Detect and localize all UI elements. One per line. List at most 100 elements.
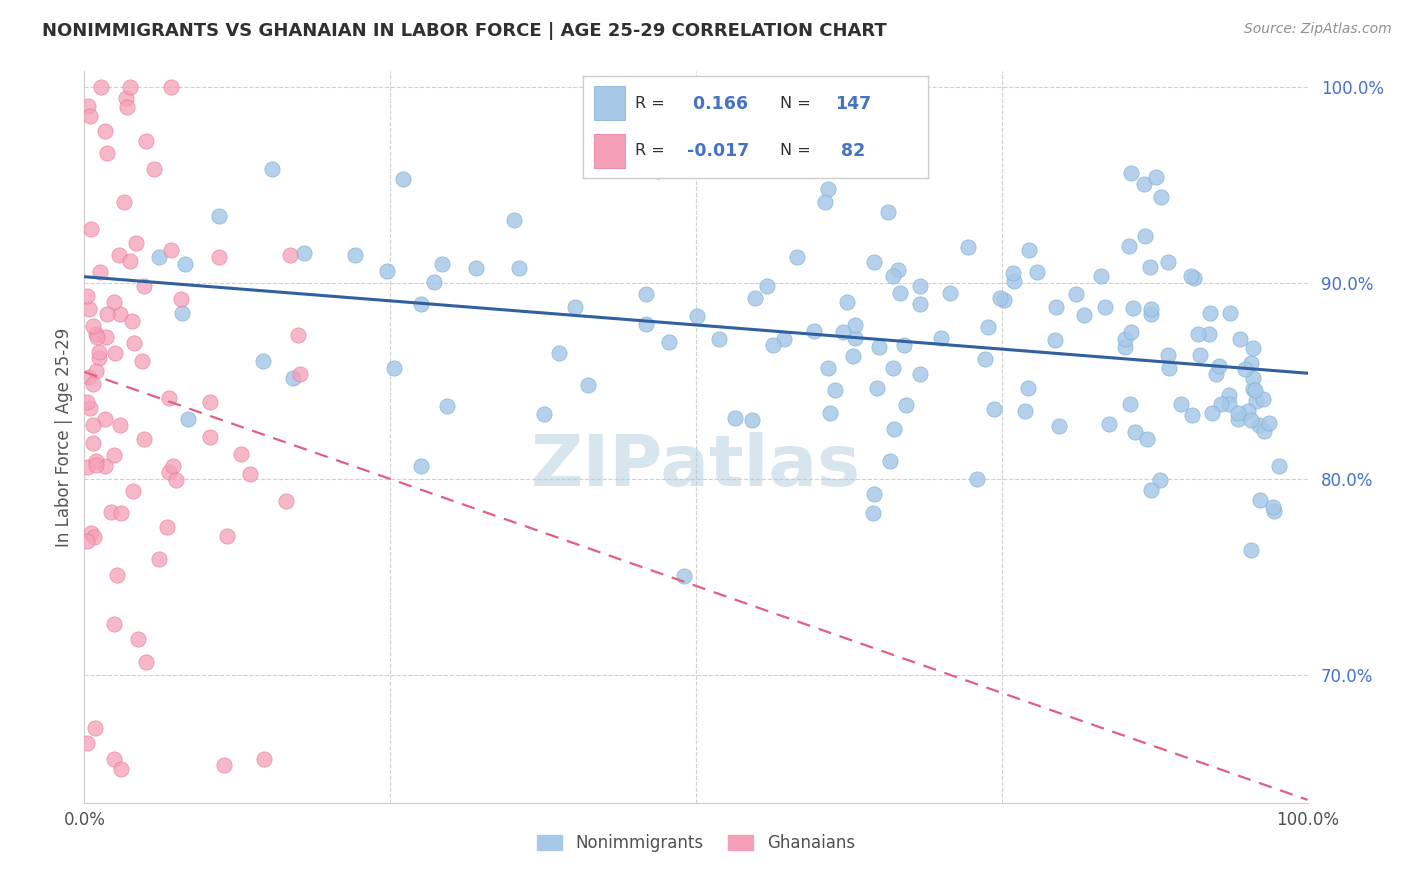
Point	[409, 459, 432, 474]
Point	[938, 286, 960, 301]
Point	[966, 472, 988, 486]
Point	[96, 146, 118, 161]
Point	[411, 296, 433, 310]
Point	[1209, 397, 1232, 411]
Text: 147: 147	[835, 95, 872, 112]
Point	[1047, 419, 1070, 434]
Point	[1227, 412, 1250, 426]
Point	[1157, 255, 1180, 269]
Point	[1018, 243, 1040, 257]
Point	[844, 318, 866, 333]
Point	[1257, 417, 1279, 431]
Point	[100, 505, 122, 519]
FancyBboxPatch shape	[593, 87, 624, 120]
Point	[430, 257, 453, 271]
Point	[132, 279, 155, 293]
Point	[131, 354, 153, 368]
Point	[112, 195, 135, 210]
Point	[762, 338, 785, 352]
Point	[868, 340, 890, 354]
Point	[724, 411, 747, 425]
Point	[882, 361, 904, 376]
Point	[929, 331, 952, 345]
Point	[908, 297, 931, 311]
Point	[103, 295, 125, 310]
Point	[862, 255, 884, 269]
Point	[908, 279, 931, 293]
Point	[82, 377, 104, 392]
Point	[1118, 239, 1140, 253]
Point	[159, 80, 181, 95]
Point	[287, 327, 309, 342]
Point	[835, 294, 858, 309]
Point	[576, 377, 599, 392]
Point	[707, 332, 730, 346]
Text: -0.017: -0.017	[688, 142, 749, 160]
Point	[1157, 348, 1180, 362]
Point	[1188, 348, 1211, 362]
Point	[96, 330, 118, 344]
Point	[276, 494, 298, 508]
Text: Source: ZipAtlas.com: Source: ZipAtlas.com	[1244, 22, 1392, 37]
Point	[156, 520, 179, 534]
Point	[1149, 473, 1171, 487]
Point	[1268, 458, 1291, 473]
Point	[465, 261, 488, 276]
Point	[988, 292, 1011, 306]
Point	[127, 632, 149, 647]
Point	[1140, 483, 1163, 497]
Point	[533, 407, 555, 421]
Point	[974, 352, 997, 367]
Point	[672, 569, 695, 583]
Point	[824, 384, 846, 398]
Point	[1098, 417, 1121, 431]
Point	[977, 319, 1000, 334]
Point	[1219, 306, 1241, 320]
Point	[103, 616, 125, 631]
Point	[94, 412, 117, 426]
Point	[1121, 165, 1143, 179]
Text: ZIPatlas: ZIPatlas	[531, 432, 860, 500]
Point	[135, 134, 157, 148]
Point	[1043, 333, 1066, 347]
Point	[392, 171, 415, 186]
FancyBboxPatch shape	[593, 135, 624, 168]
Point	[105, 568, 128, 582]
Point	[1263, 504, 1285, 518]
Point	[436, 399, 458, 413]
Point	[1094, 300, 1116, 314]
Point	[1122, 301, 1144, 315]
Point	[1017, 381, 1039, 395]
Point	[1150, 190, 1173, 204]
Text: 82: 82	[835, 142, 865, 160]
Point	[547, 346, 569, 360]
Point	[82, 418, 104, 433]
Point	[148, 552, 170, 566]
Point	[208, 209, 231, 223]
Point	[564, 300, 586, 314]
Point	[786, 250, 808, 264]
Point	[772, 332, 794, 346]
Point	[657, 334, 679, 349]
Point	[1240, 413, 1263, 427]
Text: R =: R =	[636, 144, 665, 158]
Point	[135, 655, 157, 669]
Point	[1114, 332, 1136, 346]
Point	[157, 465, 180, 479]
Point	[84, 458, 107, 472]
Point	[1119, 397, 1142, 411]
Point	[122, 483, 145, 498]
Text: N =: N =	[780, 144, 811, 158]
Point	[1243, 383, 1265, 397]
Point	[89, 351, 111, 365]
Point	[755, 279, 778, 293]
Point	[1241, 382, 1264, 396]
Point	[115, 100, 138, 114]
Point	[1114, 340, 1136, 354]
Point	[176, 412, 198, 426]
Point	[1227, 406, 1250, 420]
Point	[832, 325, 855, 339]
Point	[1249, 493, 1271, 508]
Point	[108, 307, 131, 321]
Point	[1229, 332, 1251, 346]
